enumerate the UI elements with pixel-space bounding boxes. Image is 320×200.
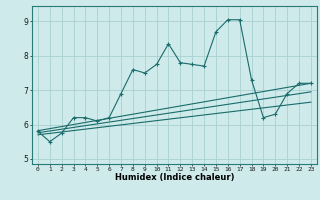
X-axis label: Humidex (Indice chaleur): Humidex (Indice chaleur) <box>115 173 234 182</box>
